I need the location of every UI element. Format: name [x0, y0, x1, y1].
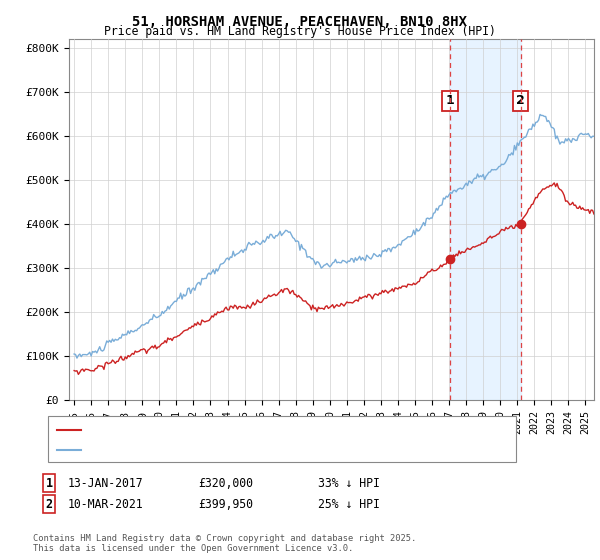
Text: HPI: Average price, detached house, Lewes: HPI: Average price, detached house, Lewe… — [85, 445, 352, 455]
Text: 1: 1 — [445, 95, 454, 108]
Text: 33% ↓ HPI: 33% ↓ HPI — [318, 477, 380, 490]
Text: £320,000: £320,000 — [198, 477, 253, 490]
Text: 51, HORSHAM AVENUE, PEACEHAVEN, BN10 8HX (detached house): 51, HORSHAM AVENUE, PEACEHAVEN, BN10 8HX… — [85, 424, 456, 435]
Text: Contains HM Land Registry data © Crown copyright and database right 2025.
This d: Contains HM Land Registry data © Crown c… — [33, 534, 416, 553]
Text: 51, HORSHAM AVENUE, PEACEHAVEN, BN10 8HX: 51, HORSHAM AVENUE, PEACEHAVEN, BN10 8HX — [133, 15, 467, 29]
Text: 10-MAR-2021: 10-MAR-2021 — [67, 497, 143, 511]
Text: 2: 2 — [46, 497, 53, 511]
Text: 13-JAN-2017: 13-JAN-2017 — [67, 477, 143, 490]
Bar — [450, 39, 521, 400]
Text: 1: 1 — [46, 477, 53, 490]
Text: Price paid vs. HM Land Registry's House Price Index (HPI): Price paid vs. HM Land Registry's House … — [104, 25, 496, 38]
Text: £399,950: £399,950 — [198, 497, 253, 511]
Text: 25% ↓ HPI: 25% ↓ HPI — [318, 497, 380, 511]
Text: 2: 2 — [516, 95, 525, 108]
